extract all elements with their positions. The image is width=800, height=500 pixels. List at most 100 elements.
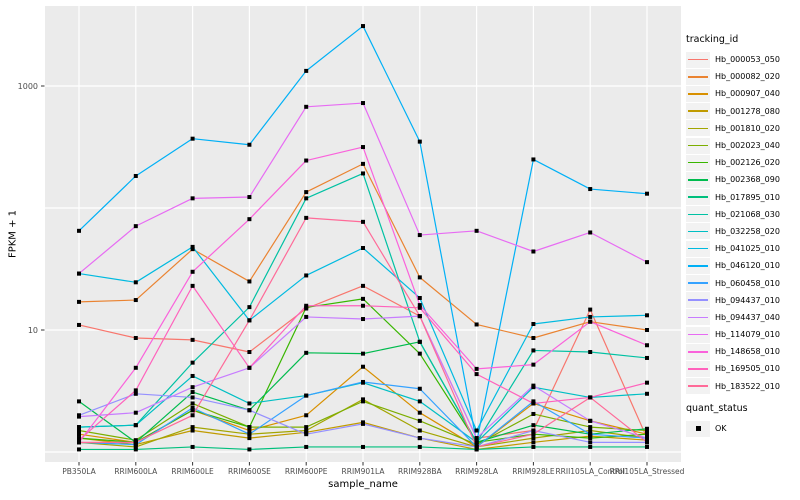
data-point xyxy=(588,440,593,445)
data-point xyxy=(247,408,252,413)
legend-item: Hb_046120_010 xyxy=(686,257,798,274)
x-tick-label: RRIM901LA xyxy=(342,467,386,476)
data-point xyxy=(77,428,81,433)
legend-label: Hb_183522_010 xyxy=(715,381,780,391)
data-point xyxy=(247,365,252,370)
data-point xyxy=(133,280,138,285)
y-tick-label: 10 xyxy=(28,326,38,335)
legend-key xyxy=(686,360,710,377)
data-point xyxy=(474,447,479,452)
data-point xyxy=(417,399,422,404)
legend-line-swatch-icon xyxy=(688,93,708,95)
data-point xyxy=(531,436,536,441)
data-point xyxy=(133,388,138,393)
legend-label: Hb_169505_010 xyxy=(715,364,780,374)
data-point xyxy=(645,436,649,441)
legend-label: Hb_114079_010 xyxy=(715,330,780,340)
data-point xyxy=(361,421,365,426)
legend-line-swatch-icon xyxy=(688,76,708,78)
data-point xyxy=(361,364,365,369)
data-point xyxy=(361,161,365,166)
data-point xyxy=(645,260,649,265)
legend-line-swatch-icon xyxy=(688,368,708,370)
data-point xyxy=(133,410,138,415)
legend-line-swatch-icon xyxy=(688,127,708,130)
data-point xyxy=(645,444,649,449)
data-point xyxy=(190,360,195,365)
data-point xyxy=(133,444,138,449)
data-point xyxy=(304,196,309,201)
legend-title: tracking_id xyxy=(686,34,739,45)
data-point xyxy=(417,303,422,308)
legend-label: Hb_000907_040 xyxy=(715,89,780,99)
data-point xyxy=(474,436,479,441)
data-point xyxy=(645,426,649,431)
legend-label: Hb_041025_010 xyxy=(715,244,780,254)
data-point xyxy=(361,101,365,106)
data-point xyxy=(247,279,252,284)
data-point xyxy=(304,444,309,449)
legend-item: Hb_094437_040 xyxy=(686,309,798,326)
x-tick-label: PB350LA xyxy=(62,467,96,476)
data-point xyxy=(417,314,422,319)
x-tick-label: RRIM600SE xyxy=(228,467,271,476)
legend-line-swatch-icon xyxy=(688,58,708,61)
data-point xyxy=(304,68,309,73)
x-tick-label: RRIM600LE xyxy=(171,467,214,476)
legend-key xyxy=(686,275,710,292)
data-point xyxy=(588,425,593,430)
data-point xyxy=(645,355,649,360)
data-point xyxy=(190,425,195,430)
data-point xyxy=(474,322,479,327)
data-point xyxy=(531,444,536,449)
data-point xyxy=(133,440,138,445)
data-point xyxy=(133,173,138,178)
legend-key xyxy=(686,206,710,223)
legend-item: Hb_000053_050 xyxy=(686,51,798,68)
data-point xyxy=(361,317,365,322)
legend-item: Hb_000082_020 xyxy=(686,68,798,85)
legend-label: Hb_002023_040 xyxy=(715,141,780,151)
data-point xyxy=(190,136,195,141)
data-point xyxy=(247,305,252,310)
x-tick-label: RRIM928LA xyxy=(455,467,499,476)
legend-item: Hb_002126_020 xyxy=(686,154,798,171)
data-point xyxy=(304,190,309,195)
legend-label: Hb_001278_080 xyxy=(715,106,780,116)
data-point xyxy=(531,157,536,162)
data-point xyxy=(474,428,479,433)
data-point xyxy=(190,337,195,342)
data-point xyxy=(531,335,536,340)
legend-item: Hb_094437_010 xyxy=(686,292,798,309)
data-point xyxy=(531,411,536,416)
data-point xyxy=(190,385,195,390)
x-tick-label: RRII105LA_Stressed xyxy=(610,467,685,476)
data-point xyxy=(361,171,365,176)
data-point xyxy=(77,438,81,443)
data-point xyxy=(77,432,81,437)
data-point xyxy=(417,305,422,310)
data-point xyxy=(361,351,365,356)
data-point xyxy=(190,408,195,413)
legend-key xyxy=(686,223,710,240)
data-point xyxy=(645,328,649,332)
data-point xyxy=(417,339,422,344)
legend-key xyxy=(686,309,710,326)
legend-line-swatch-icon xyxy=(688,299,708,301)
legend-line-swatch-icon xyxy=(688,316,708,319)
legend-label: Hb_002368_090 xyxy=(715,175,780,185)
legend-item: Hb_041025_010 xyxy=(686,240,798,257)
data-point xyxy=(77,322,81,327)
data-point xyxy=(645,343,649,348)
legend-line-swatch-icon xyxy=(688,144,708,147)
data-point xyxy=(417,351,422,356)
data-point xyxy=(588,428,593,433)
data-point xyxy=(77,399,81,404)
data-point xyxy=(474,444,479,449)
data-point xyxy=(645,391,649,396)
data-point xyxy=(361,296,365,301)
data-point xyxy=(133,438,138,443)
legend-label: Hb_000053_050 xyxy=(715,55,780,65)
legend-item: Hb_114079_010 xyxy=(686,326,798,343)
data-point xyxy=(133,447,138,452)
